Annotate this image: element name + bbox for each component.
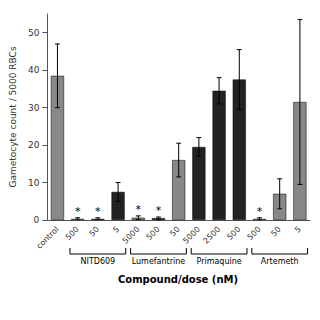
- svg-text:2500: 2500: [202, 225, 223, 246]
- svg-text:50: 50: [269, 225, 283, 239]
- svg-text:Compound/dose (nM): Compound/dose (nM): [118, 274, 238, 285]
- svg-text:5: 5: [293, 225, 303, 235]
- svg-text:30: 30: [28, 103, 40, 113]
- svg-text:Lumefantrine: Lumefantrine: [132, 257, 186, 266]
- svg-text:5000: 5000: [181, 225, 202, 246]
- svg-text:40: 40: [28, 65, 40, 75]
- svg-text:50: 50: [28, 28, 40, 38]
- svg-text:500: 500: [246, 225, 263, 242]
- svg-text:*: *: [156, 204, 162, 217]
- svg-text:*: *: [136, 203, 142, 216]
- svg-text:5000: 5000: [121, 225, 142, 246]
- svg-text:50: 50: [87, 225, 101, 239]
- svg-text:500: 500: [225, 225, 242, 242]
- svg-text:10: 10: [28, 178, 40, 188]
- svg-text:500: 500: [64, 225, 81, 242]
- svg-text:Primaquine: Primaquine: [196, 257, 241, 266]
- svg-text:NITD609: NITD609: [81, 257, 116, 266]
- svg-text:20: 20: [28, 140, 40, 150]
- svg-text:50: 50: [168, 225, 182, 239]
- svg-text:0: 0: [34, 215, 40, 225]
- svg-text:Artemeth: Artemeth: [261, 257, 299, 266]
- svg-text:5: 5: [111, 225, 121, 235]
- svg-text:*: *: [257, 205, 263, 218]
- svg-text:control: control: [35, 225, 61, 251]
- svg-text:*: *: [75, 205, 81, 218]
- svg-text:*: *: [95, 205, 101, 218]
- svg-text:500: 500: [145, 225, 162, 242]
- svg-text:Gametocyte count / 5000 RBCs: Gametocyte count / 5000 RBCs: [8, 46, 18, 187]
